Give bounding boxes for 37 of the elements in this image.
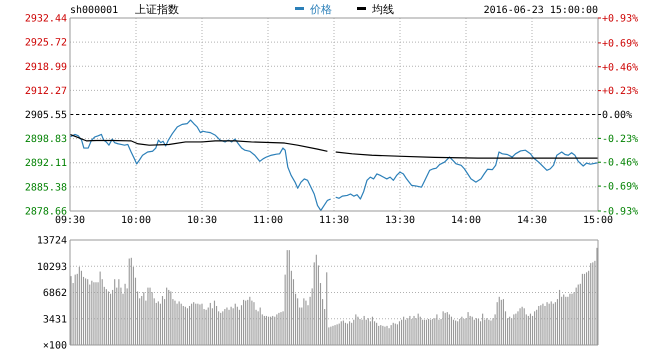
y-tick-label: 10293 <box>36 262 67 273</box>
x-tick-label: 14:00 <box>450 215 482 226</box>
y-tick-label: 2932.44 <box>24 14 67 24</box>
text: 2016-06-23 15:00:00 <box>484 5 598 16</box>
chart-title: 上证指数 <box>135 3 179 16</box>
y-axis-title: ×100 <box>42 340 67 352</box>
x-tick-label: 11:30 <box>318 215 350 226</box>
x-tick-label: 13:30 <box>384 215 416 226</box>
x-tick-label: 10:30 <box>186 215 218 226</box>
x-tick-label: 15:00 <box>582 215 614 226</box>
text: +0.69% <box>602 38 638 50</box>
text: -0.46% <box>602 158 638 169</box>
y-tick-label: 2912.27 <box>24 86 67 97</box>
text: -0.23% <box>602 134 638 145</box>
x-tick-label: 14:30 <box>516 215 548 226</box>
y-tick-label: 2885.38 <box>24 182 67 194</box>
y-tick-label: 6862 <box>42 288 67 299</box>
line-series <box>69 134 328 152</box>
y-tick-label: 2925.72 <box>24 38 67 49</box>
legend-label: 均线 <box>371 3 394 16</box>
y-tick-label: 3431 <box>42 314 67 326</box>
text: +0.93% <box>602 14 638 24</box>
text: -0.69% <box>602 182 638 193</box>
x-tick-label: 10:00 <box>120 215 152 226</box>
line-series <box>69 119 332 212</box>
y-tick-label: 2905.55 <box>24 110 67 121</box>
x-tick-label: 09:30 <box>54 215 86 226</box>
y-tick-label: 2898.83 <box>24 134 67 146</box>
x-tick-label: 11:00 <box>252 215 284 226</box>
text: +0.23% <box>602 86 638 98</box>
chart-subtitle: sh000001 <box>70 5 118 16</box>
text: +0.46% <box>602 62 638 74</box>
text: 0.00% <box>602 110 632 121</box>
legend-label: 价格 <box>309 3 332 16</box>
y-tick-label: 2918.99 <box>24 62 67 73</box>
y-tick-label: 2892.11 <box>24 158 67 170</box>
y-tick-label: 13724 <box>36 236 67 246</box>
